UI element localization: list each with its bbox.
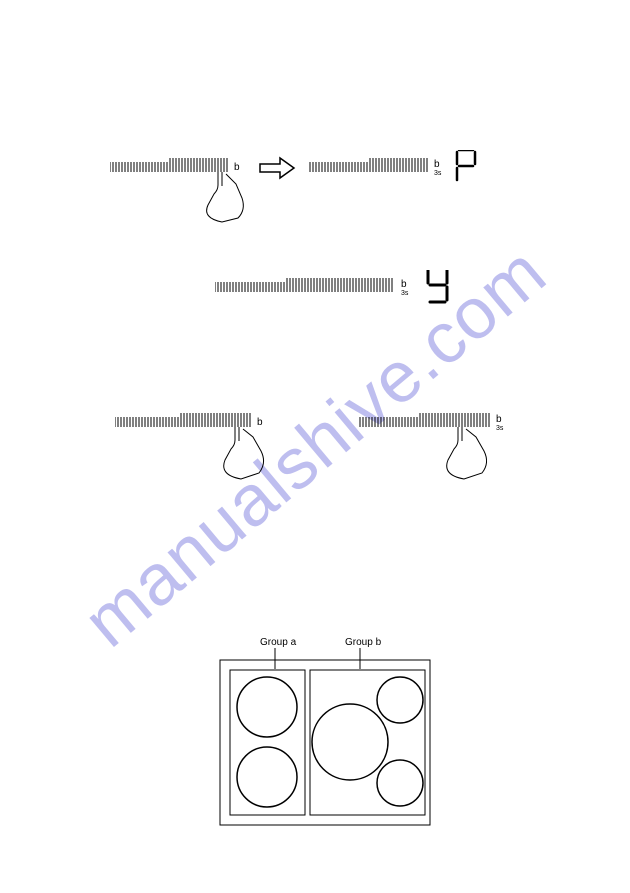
- burner-circle: [377, 760, 423, 806]
- hand-icon: [224, 427, 264, 479]
- burner-circle: [237, 677, 297, 737]
- slider-label-3s: 3s: [401, 290, 409, 297]
- slider-left: b: [110, 158, 243, 222]
- slider-label-3s: 3s: [496, 425, 504, 432]
- seven-seg-display: [457, 150, 475, 180]
- slider-left: b: [115, 413, 264, 479]
- slider-right: b 3s: [360, 413, 504, 479]
- slider: b 3s: [215, 278, 409, 297]
- seven-seg-display: [428, 270, 447, 302]
- slider-label-b: b: [496, 414, 502, 425]
- arrow-right-icon: [260, 158, 294, 178]
- hand-icon: [207, 172, 244, 222]
- slider-label-b: b: [234, 162, 240, 173]
- group-a-label: Group a: [260, 637, 297, 648]
- slider-right: b 3s: [310, 158, 442, 177]
- slider-label-b: b: [257, 417, 263, 428]
- burner-circle: [237, 747, 297, 807]
- diagram-row2: b 3s: [215, 270, 515, 335]
- hand-icon: [447, 427, 487, 479]
- diagram-row3: b: [115, 405, 545, 500]
- page: manualshive.com: [0, 0, 630, 893]
- slider-label-b: b: [434, 159, 440, 170]
- hob-diagram: Group a Group b: [215, 635, 435, 840]
- burner-circle: [312, 704, 388, 780]
- diagram-row1: b: [110, 150, 530, 235]
- group-b-label: Group b: [345, 637, 382, 648]
- slider-label-3s: 3s: [434, 170, 442, 177]
- burner-circle: [377, 677, 423, 723]
- slider-label-b: b: [401, 279, 407, 290]
